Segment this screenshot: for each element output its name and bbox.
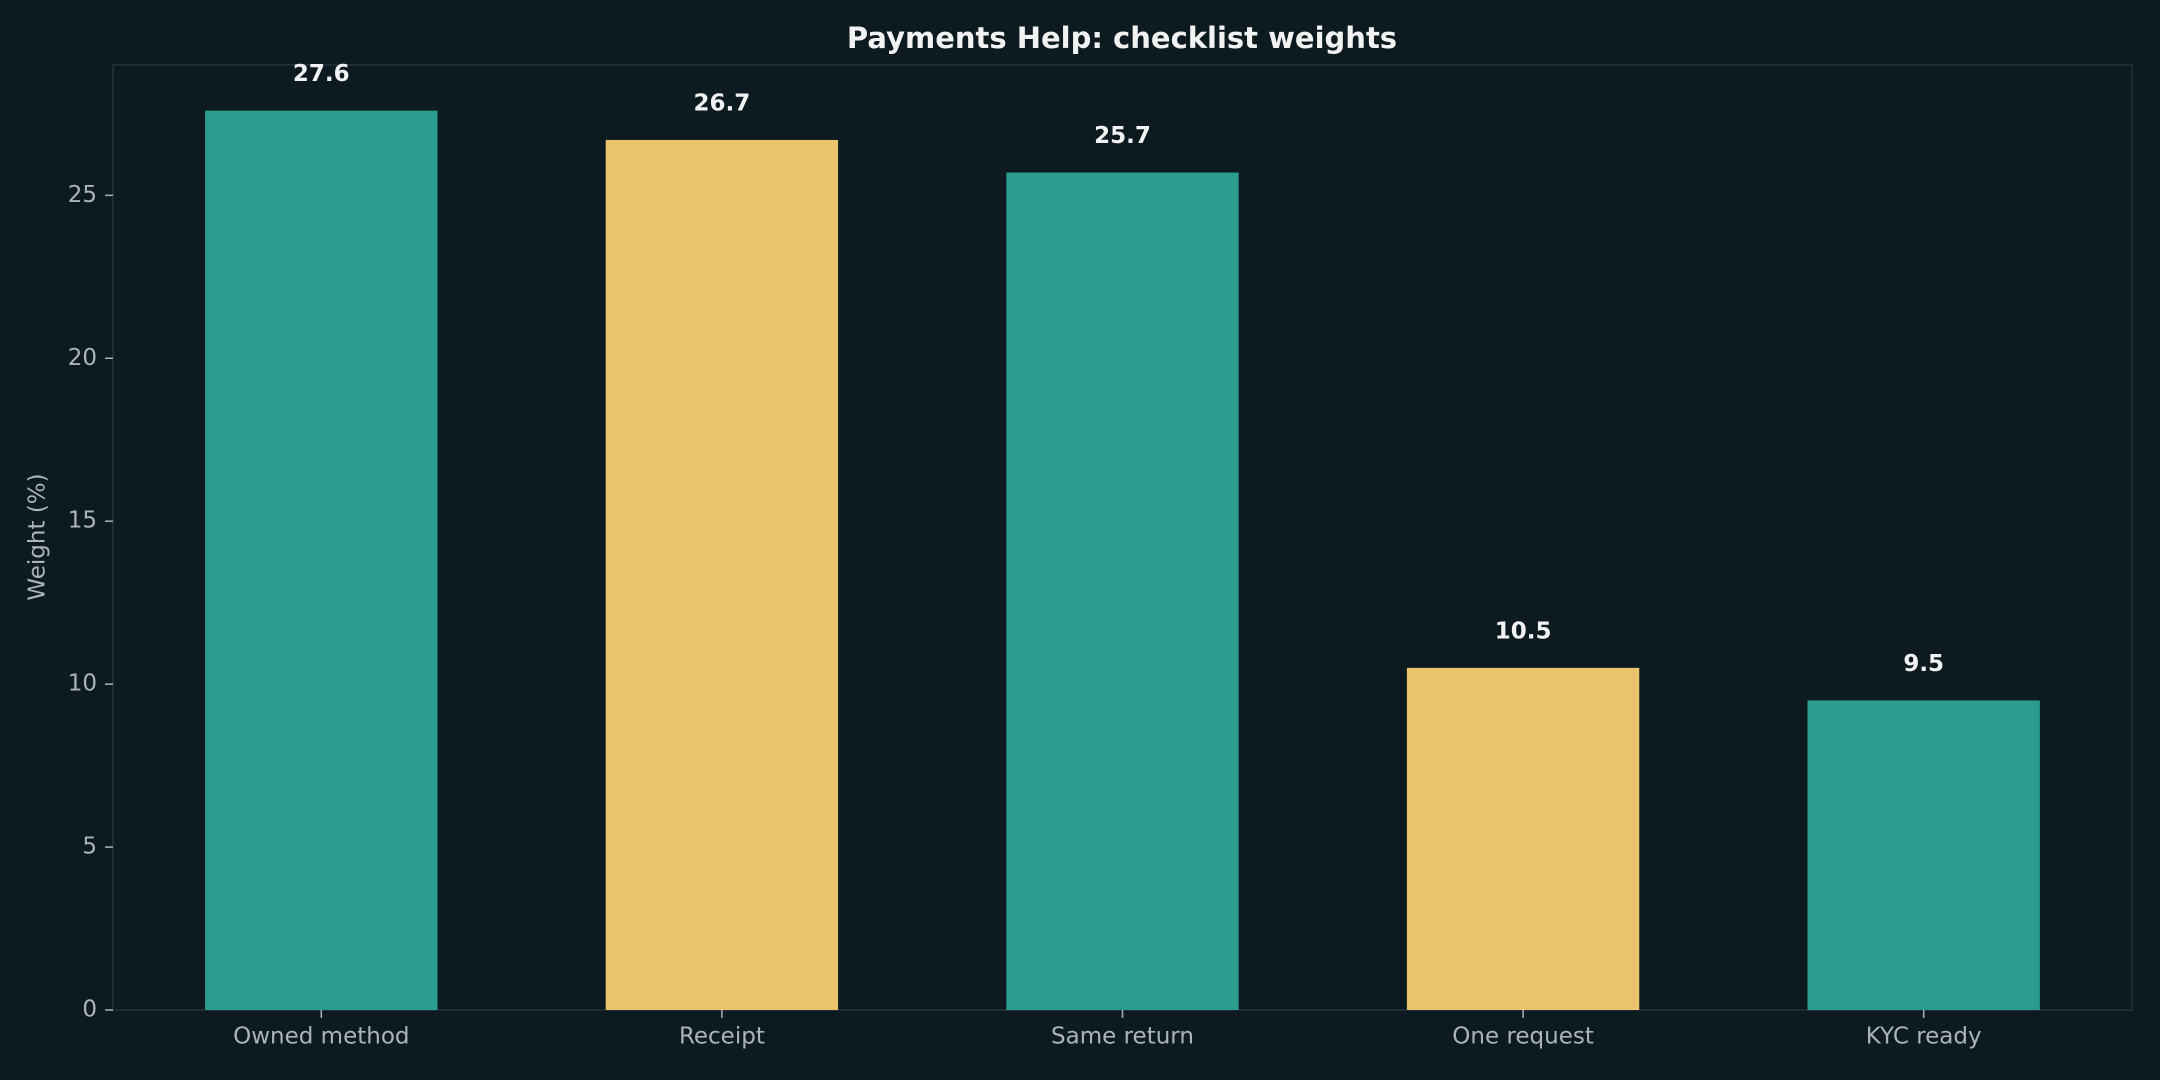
x-tick-label: Owned method [233, 1024, 409, 1050]
value-label: 26.7 [694, 90, 751, 116]
bar [1406, 667, 1640, 1010]
bar [205, 110, 438, 1011]
bar [1807, 700, 2040, 1010]
y-tick-label: 5 [82, 834, 97, 860]
x-tick-label: KYC ready [1866, 1024, 1982, 1050]
value-label: 9.5 [1903, 651, 1944, 677]
x-tick-label: Same return [1051, 1024, 1194, 1050]
x-tick-label: Receipt [679, 1024, 765, 1050]
value-label: 25.7 [1094, 123, 1151, 149]
bar [605, 139, 839, 1011]
y-tick-label: 10 [68, 671, 97, 697]
y-tick-label: 15 [68, 508, 97, 534]
chart-title: Payments Help: checklist weights [847, 21, 1397, 55]
y-tick-label: 25 [68, 182, 97, 208]
x-tick-label: One request [1452, 1024, 1594, 1050]
value-label: 27.6 [293, 61, 350, 87]
y-tick-label: 0 [82, 997, 97, 1023]
value-label: 10.5 [1495, 618, 1552, 644]
y-axis-label: Weight (%) [25, 473, 51, 600]
bar [1006, 172, 1239, 1010]
y-tick-label: 20 [68, 345, 97, 371]
